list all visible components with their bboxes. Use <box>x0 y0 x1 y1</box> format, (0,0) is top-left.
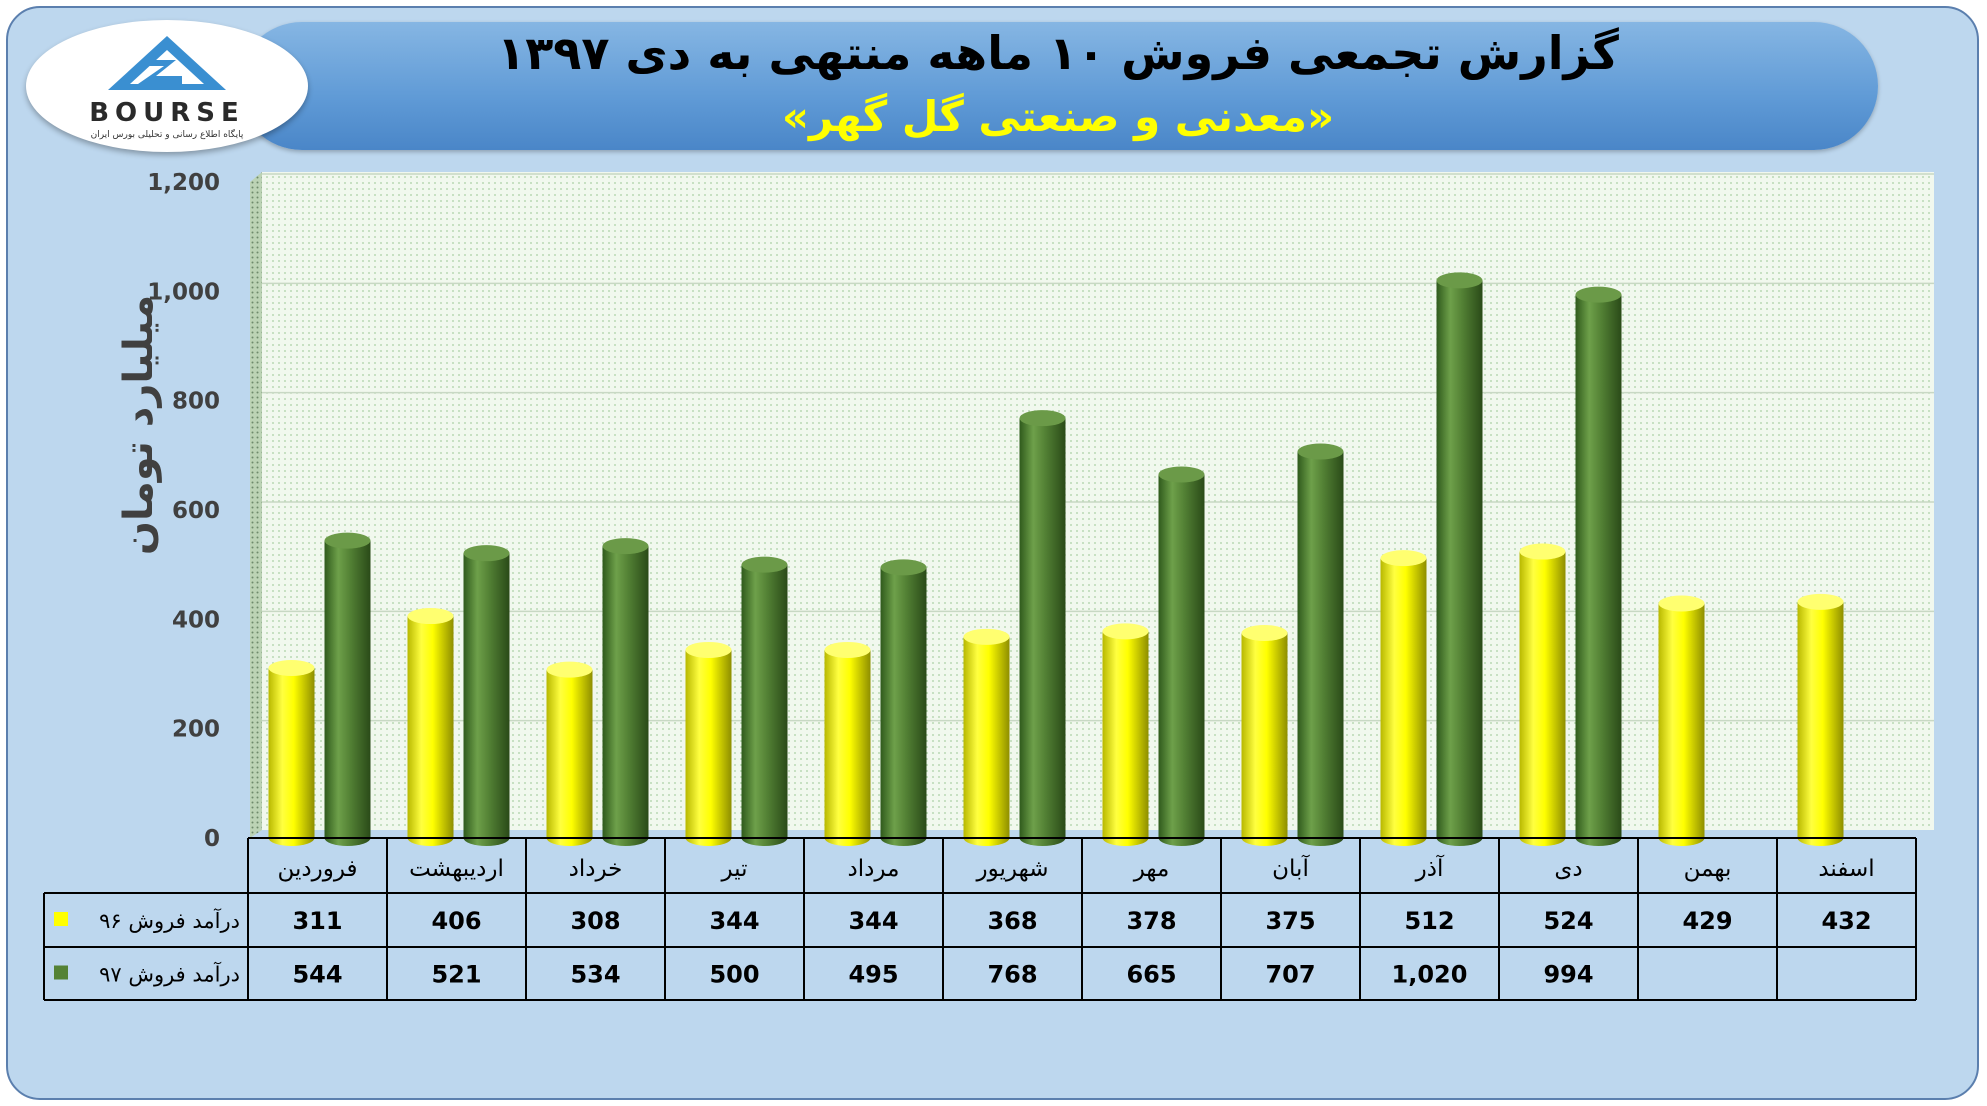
bar <box>963 628 1010 846</box>
bar <box>463 545 510 846</box>
data-label: 344 <box>848 907 898 935</box>
x-tick-label: تیر <box>720 856 747 882</box>
data-label: 308 <box>570 907 620 935</box>
data-label: 707 <box>1265 961 1315 989</box>
data-label: 406 <box>431 907 481 935</box>
x-tick-label: بهمن <box>1684 856 1732 882</box>
legend-swatch <box>54 912 68 926</box>
bar <box>1297 443 1344 846</box>
data-label: 544 <box>292 961 342 989</box>
data-label: 994 <box>1543 961 1593 989</box>
bar <box>546 661 593 846</box>
bar <box>1519 543 1566 846</box>
data-label: 378 <box>1126 907 1176 935</box>
y-tick-label: 800 <box>172 389 220 415</box>
x-tick-label: مهر <box>1133 856 1170 882</box>
data-label: 311 <box>292 907 342 935</box>
data-label: 665 <box>1126 961 1176 989</box>
x-tick-label: مرداد <box>848 856 900 882</box>
y-tick-label: 1,000 <box>147 279 220 305</box>
bar <box>407 608 454 846</box>
x-tick-label: شهریور <box>976 856 1049 882</box>
bar <box>1436 272 1483 846</box>
data-label: 495 <box>848 961 898 989</box>
bar <box>1575 286 1622 846</box>
data-label: 768 <box>987 961 1037 989</box>
data-label: 429 <box>1682 907 1732 935</box>
logo-mark-icon <box>108 36 226 90</box>
y-tick-label: 200 <box>172 717 220 743</box>
gridlines <box>262 173 1934 722</box>
bar <box>1658 595 1705 846</box>
logo: BOURSE پایگاه اطلاع رسانی و تحلیلی بورس … <box>26 20 308 152</box>
data-label: 524 <box>1543 907 1593 935</box>
bars <box>268 272 1844 846</box>
y-tick-label: 400 <box>172 607 220 633</box>
logo-tagline: پایگاه اطلاع رسانی و تحلیلی بورس ایران <box>90 130 244 140</box>
y-tick-label: 1,200 <box>147 170 220 196</box>
x-tick-label: اردیبهشت <box>409 856 504 882</box>
x-tick-label: فروردین <box>277 856 357 882</box>
title-banner <box>238 22 1878 150</box>
legend-swatch <box>54 965 68 980</box>
x-tick-label: خرداد <box>569 856 623 882</box>
y-axis-label: میلیارد تومان <box>116 295 162 555</box>
legend-label: درآمد فروش ۹۶ <box>99 908 240 933</box>
data-label: 1,020 <box>1392 961 1468 989</box>
x-tick-label: دی <box>1554 856 1582 882</box>
data-label: 500 <box>709 961 759 989</box>
bar <box>1380 550 1427 846</box>
logo-wordmark: BOURSE <box>89 98 245 128</box>
bar <box>1019 410 1066 846</box>
bar <box>268 659 315 846</box>
bar <box>685 641 732 846</box>
x-tick-label: آبان <box>1272 854 1310 882</box>
chart-subtitle: «معدنی و صنعتی گل گهر» <box>781 92 1335 141</box>
data-label: 432 <box>1821 907 1871 935</box>
bar <box>741 556 788 846</box>
y-tick-label: 600 <box>172 498 220 524</box>
data-label: 512 <box>1404 907 1454 935</box>
y-axis: 0 200 400 600 800 1,000 1,200 <box>147 170 220 852</box>
chart-title: گزارش تجمعی فروش ۱۰ ماهه منتهی به دی ۱۳۹… <box>497 26 1619 80</box>
data-label: 344 <box>709 907 759 935</box>
x-tick-label: آذر <box>1415 854 1445 882</box>
y-tick-label: 0 <box>204 826 220 852</box>
bar <box>1241 625 1288 846</box>
bar <box>1102 623 1149 846</box>
legend-label: درآمد فروش ۹۷ <box>99 962 240 987</box>
data-label: 521 <box>431 961 481 989</box>
bar <box>824 641 871 846</box>
data-label: 368 <box>987 907 1037 935</box>
bar <box>1158 466 1205 846</box>
bar <box>1797 593 1844 846</box>
data-label: 375 <box>1265 907 1315 935</box>
bar <box>602 538 649 846</box>
x-tick-label: اسفند <box>1818 856 1874 882</box>
data-table: فروردین اردیبهشت خرداد تیر مرداد شهریور مهر آبا… <box>43 837 1917 1001</box>
bar <box>880 559 927 846</box>
data-label: 534 <box>570 961 620 989</box>
bar <box>324 532 371 846</box>
